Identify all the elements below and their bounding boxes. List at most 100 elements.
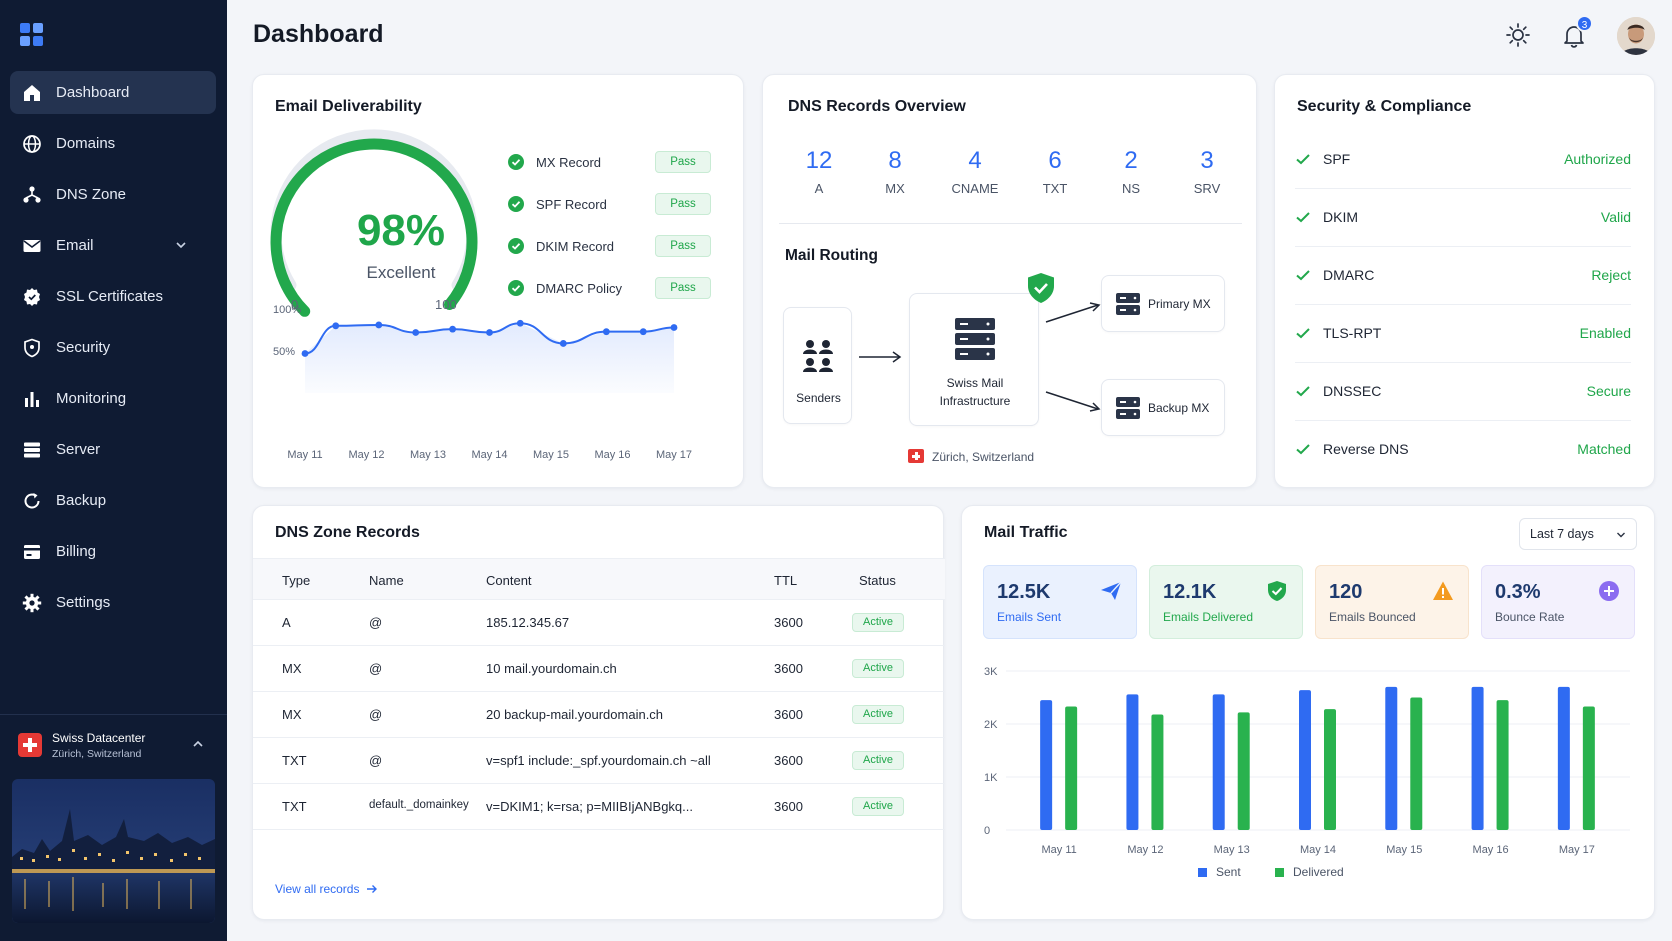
- sidebar-nav: Dashboard Domains DNS Zone Email SSL Cer…: [10, 71, 216, 632]
- dns-count-mx[interactable]: 8 MX: [865, 147, 925, 196]
- security-item-name: DKIM: [1323, 209, 1358, 225]
- column-header[interactable]: Status: [859, 573, 896, 588]
- dns-count-ns[interactable]: 2 NS: [1101, 147, 1161, 196]
- sidebar-item-server[interactable]: Server: [10, 428, 216, 471]
- cell-ttl: 3600: [774, 615, 803, 630]
- avatar[interactable]: [1617, 17, 1655, 55]
- column-header[interactable]: Type: [282, 573, 311, 588]
- sidebar-item-backup[interactable]: Backup: [10, 479, 216, 522]
- globe-icon: [23, 134, 41, 153]
- swiss-flag-icon: [18, 733, 42, 757]
- stat-emails-delivered: 12.1K Emails Delivered: [1149, 565, 1303, 639]
- sidebar-item-label: SSL Certificates: [56, 288, 163, 305]
- sidebar-item-label: Settings: [56, 594, 111, 611]
- stat-bounce-rate: 0.3% Bounce Rate: [1481, 565, 1635, 639]
- security-item-name: SPF: [1323, 151, 1351, 167]
- security-item-spf: SPF Authorized: [1295, 131, 1631, 189]
- table-row[interactable]: MX @ 10 mail.yourdomain.ch 3600 Active: [253, 646, 945, 692]
- sidebar-item-ssl-certificates[interactable]: SSL Certificates: [10, 275, 216, 318]
- deliverability-score: 98%: [356, 206, 446, 255]
- stat-value: 12.5K: [997, 581, 1051, 603]
- check-icon: [1296, 444, 1310, 455]
- sidebar-item-billing[interactable]: Billing: [10, 530, 216, 573]
- chevron-up-icon[interactable]: [191, 737, 205, 751]
- check-dmarc-policy: DMARC Policy: [508, 275, 723, 301]
- routing-location: Zürich, Switzerland: [932, 450, 1035, 464]
- bar-delivered: [1065, 706, 1078, 830]
- dns-count-txt[interactable]: 6 TXT: [1025, 147, 1085, 196]
- stat-emails-sent: 12.5K Emails Sent: [983, 565, 1137, 639]
- datacenter-name: Swiss Datacenter: [52, 731, 146, 745]
- security-item-name: Reverse DNS: [1323, 441, 1409, 457]
- x-tick-label: May 11: [1042, 844, 1077, 856]
- column-header[interactable]: Name: [369, 573, 404, 588]
- check-circle-icon: [508, 196, 524, 212]
- legend-item-sent: Sent: [1198, 865, 1241, 879]
- column-header[interactable]: Content: [486, 573, 532, 588]
- check-circle-icon: [508, 238, 524, 254]
- check-spf-record: SPF Record: [508, 191, 723, 217]
- date-range-select[interactable]: Last 7 days: [1519, 518, 1637, 550]
- dns-count-a[interactable]: 12 A: [789, 147, 849, 196]
- card-title: DNS Zone Records: [275, 524, 420, 541]
- x-tick-label: May 15: [1386, 844, 1422, 856]
- count-type: NS: [1121, 181, 1141, 196]
- sidebar-item-domains[interactable]: Domains: [10, 122, 216, 165]
- sidebar-item-dashboard[interactable]: Dashboard: [10, 71, 216, 114]
- stat-value: 12.1K: [1163, 581, 1217, 603]
- arrow-right-icon: [366, 885, 377, 893]
- bar-delivered: [1582, 706, 1595, 830]
- chevron-down-icon[interactable]: [174, 238, 188, 252]
- table-row[interactable]: MX @ 20 backup-mail.yourdomain.ch 3600 A…: [253, 692, 945, 738]
- dns-count-cname[interactable]: 4 CNAME: [945, 147, 1005, 196]
- bar-sent: [1471, 686, 1484, 830]
- view-all-records-link[interactable]: View all records: [275, 882, 378, 896]
- status-badge: Pass: [655, 151, 711, 173]
- data-point: [375, 321, 383, 329]
- sidebar-item-settings[interactable]: Settings: [10, 581, 216, 624]
- check-label: MX Record: [536, 155, 602, 170]
- table-row[interactable]: TXT default._domainkey v=DKIM1; k=rsa; p…: [253, 784, 945, 830]
- table-row[interactable]: TXT @ v=spf1 include:_spf.yourdomain.ch …: [253, 738, 945, 784]
- send-icon: [1101, 581, 1122, 600]
- gear-icon: [22, 593, 42, 612]
- gauge-arc-fill: [270, 138, 478, 317]
- infrastructure-label: Swiss Mail Infrastructure: [910, 374, 1040, 410]
- sidebar-item-security[interactable]: Security: [10, 326, 216, 369]
- count-value: 12: [805, 147, 833, 174]
- sun-icon[interactable]: [1505, 22, 1531, 48]
- sidebar-item-label: Server: [56, 441, 101, 458]
- sidebar-item-monitoring[interactable]: Monitoring: [10, 377, 216, 420]
- check-icon: [1296, 386, 1310, 397]
- sidebar-item-dns-zone[interactable]: DNS Zone: [10, 173, 216, 216]
- cell-content: 10 mail.yourdomain.ch: [486, 661, 617, 676]
- data-point: [639, 328, 647, 336]
- deliverability-gauge: [270, 129, 478, 317]
- x-tick-label: May 11: [287, 449, 322, 461]
- check-label: SPF Record: [536, 197, 607, 212]
- y-tick-label: 3K: [984, 666, 998, 678]
- bar-delivered: [1410, 697, 1423, 830]
- bar-sent: [1557, 686, 1570, 830]
- sidebar-item-email[interactable]: Email: [10, 224, 216, 267]
- data-point: [559, 340, 567, 347]
- check-dkim-record: DKIM Record: [508, 233, 723, 259]
- x-tick-label: May 17: [1559, 844, 1595, 856]
- data-point: [516, 319, 524, 327]
- shield-icon: [24, 338, 40, 357]
- column-header[interactable]: TTL: [774, 573, 798, 588]
- check-circle-icon: [508, 280, 524, 296]
- table-row[interactable]: A @ 185.12.345.67 3600 Active: [253, 600, 945, 646]
- deliverability-rating: Excellent: [366, 263, 436, 282]
- cell-content: 20 backup-mail.yourdomain.ch: [486, 707, 664, 722]
- status-badge: Active: [852, 797, 904, 816]
- senders-label: Senders: [796, 391, 841, 405]
- dns-count-srv[interactable]: 3 SRV: [1177, 147, 1237, 196]
- dns-records-overview-card: DNS Records Overview 12 A 8 MX 4 CNAME 6 TXT…: [762, 74, 1257, 488]
- y-tick-label: 0: [984, 825, 990, 837]
- infra-label-line1: Swiss Mail: [946, 376, 1004, 390]
- app-logo-icon[interactable]: [20, 23, 44, 47]
- divider: [779, 223, 1242, 224]
- bounce-icon: [1599, 581, 1619, 601]
- server-icon: [24, 442, 40, 457]
